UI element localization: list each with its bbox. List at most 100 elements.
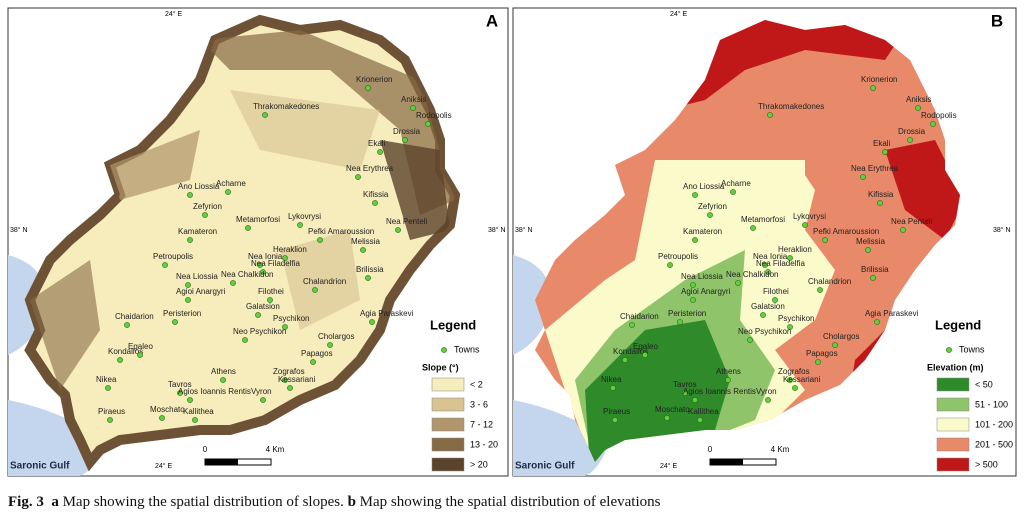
- town-label: Vyron: [756, 387, 777, 396]
- town-dot: [377, 149, 383, 155]
- town-dot: [787, 324, 793, 330]
- town-dot: [410, 105, 416, 111]
- town-label: Ekali: [873, 139, 891, 148]
- town-dot: [642, 352, 648, 358]
- town-dot: [725, 377, 731, 383]
- town-dot: [172, 319, 178, 325]
- town-label: Nea Erythrea: [346, 164, 394, 173]
- town-label: Cholargos: [823, 332, 859, 341]
- legend-class-label: 201 - 500: [975, 439, 1013, 449]
- town-label: Kallithea: [688, 407, 719, 416]
- town-dot: [225, 189, 231, 195]
- town-label: Metamorfosi: [236, 215, 280, 224]
- town-dot: [220, 377, 226, 383]
- town-dot: [192, 417, 198, 423]
- legend-town-dot: [946, 347, 952, 353]
- legend-class-label: 3 - 6: [470, 399, 488, 409]
- town-dot: [187, 192, 193, 198]
- legend-swatch: [936, 457, 970, 472]
- figure: Krionerion Aniksis Rodopolis Thrakomakedone…: [7, 7, 1017, 477]
- town-dot: [900, 227, 906, 233]
- legend-class-label: 13 - 20: [470, 439, 498, 449]
- town-label: Neo Psychikon: [233, 327, 286, 336]
- town-dot: [255, 312, 261, 318]
- legend-subtitle: Slope (°): [422, 362, 459, 372]
- town-label: Nea Erythrea: [851, 164, 899, 173]
- lon-label: 24° E: [670, 10, 688, 18]
- town-dot: [117, 357, 123, 363]
- panel-overlay: Krionerion Aniksis Rodopolis Thrakomakedone…: [515, 10, 1013, 472]
- town-dot: [260, 397, 266, 403]
- town-dot: [832, 342, 838, 348]
- town-dot: [612, 417, 618, 423]
- scale-bar-fill: [710, 459, 743, 465]
- town-dot: [230, 280, 236, 286]
- town-label: Psychikon: [778, 314, 814, 323]
- town-dot: [257, 262, 263, 268]
- town-dot: [355, 174, 361, 180]
- town-label: Pefki Amaroussion: [308, 227, 374, 236]
- town-dot: [629, 322, 635, 328]
- town-label: Ekali: [368, 139, 386, 148]
- town-label: Chaidarion: [115, 312, 154, 321]
- legend-swatch: [936, 377, 970, 392]
- town-label: Nea Chalkidon: [726, 270, 778, 279]
- scale-end: 4 Km: [266, 445, 285, 454]
- town-label: Neo Psychikon: [738, 327, 791, 336]
- town-label: Chaidarion: [620, 312, 659, 321]
- legend-towns: Towns: [454, 344, 480, 354]
- town-dot: [692, 397, 698, 403]
- town-dot: [735, 280, 741, 286]
- town-dot: [765, 269, 771, 275]
- legend-town-dot: [441, 347, 447, 353]
- town-label: Aniksis: [906, 95, 931, 104]
- town-dot: [124, 322, 130, 328]
- town-label: Rodopolis: [921, 111, 957, 120]
- town-label: Pefki Amaroussion: [813, 227, 879, 236]
- town-label: Nea Liossia: [681, 272, 723, 281]
- scale-start: 0: [708, 445, 713, 454]
- town-dot: [792, 385, 798, 391]
- town-dot: [369, 319, 375, 325]
- sea-label: Saronic Gulf: [10, 461, 70, 472]
- scale-bar-fill: [205, 459, 238, 465]
- town-dot: [187, 237, 193, 243]
- town-dot: [690, 297, 696, 303]
- panel-letter: B: [991, 11, 1003, 30]
- town-dot: [202, 212, 208, 218]
- town-dot: [747, 337, 753, 343]
- town-label: Ano Liossia: [683, 182, 725, 191]
- town-dot: [802, 222, 808, 228]
- lat-label: 38° N: [10, 226, 28, 234]
- town-label: Kifissia: [868, 190, 894, 199]
- town-dot: [860, 174, 866, 180]
- town-dot: [185, 297, 191, 303]
- town-dot: [877, 200, 883, 206]
- town-dot: [282, 377, 288, 383]
- caption-a: a: [51, 494, 59, 510]
- town-dot: [185, 282, 191, 288]
- legend-swatch: [936, 417, 970, 432]
- town-label: Nea Penteli: [386, 217, 428, 226]
- legend-class-label: < 50: [975, 379, 993, 389]
- town-dot: [692, 192, 698, 198]
- town-label: Drossia: [898, 127, 926, 136]
- town-dot: [817, 287, 823, 293]
- caption: Fig. 3 a Map showing the spatial distrib…: [8, 494, 660, 511]
- town-dot: [282, 324, 288, 330]
- town-label: Brilissia: [861, 265, 889, 274]
- town-dot: [425, 121, 431, 127]
- town-dot: [707, 212, 713, 218]
- town-dot: [772, 297, 778, 303]
- town-label: Kifissia: [363, 190, 389, 199]
- legend-subtitle: Elevation (m): [927, 362, 984, 372]
- town-label: Zografos: [778, 367, 810, 376]
- town-label: Rodopolis: [416, 111, 452, 120]
- town-dot: [317, 237, 323, 243]
- town-label: Petroupolis: [153, 252, 193, 261]
- town-label: Petroupolis: [658, 252, 698, 261]
- town-label: Nea Ionia: [753, 252, 788, 261]
- town-label: Aniksis: [401, 95, 426, 104]
- town-label: Chalandrion: [303, 277, 346, 286]
